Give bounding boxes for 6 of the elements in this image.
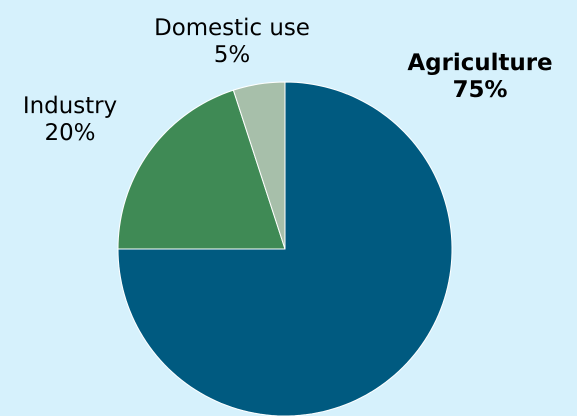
slice-label: Industry	[25, 95, 116, 118]
data-label: 5%	[216, 44, 249, 62]
data-label: 20%	[46, 122, 94, 140]
data-label: 75%	[454, 80, 507, 98]
slice-label: Agriculture	[408, 52, 552, 75]
slice-label: Domestic use	[156, 17, 309, 36]
